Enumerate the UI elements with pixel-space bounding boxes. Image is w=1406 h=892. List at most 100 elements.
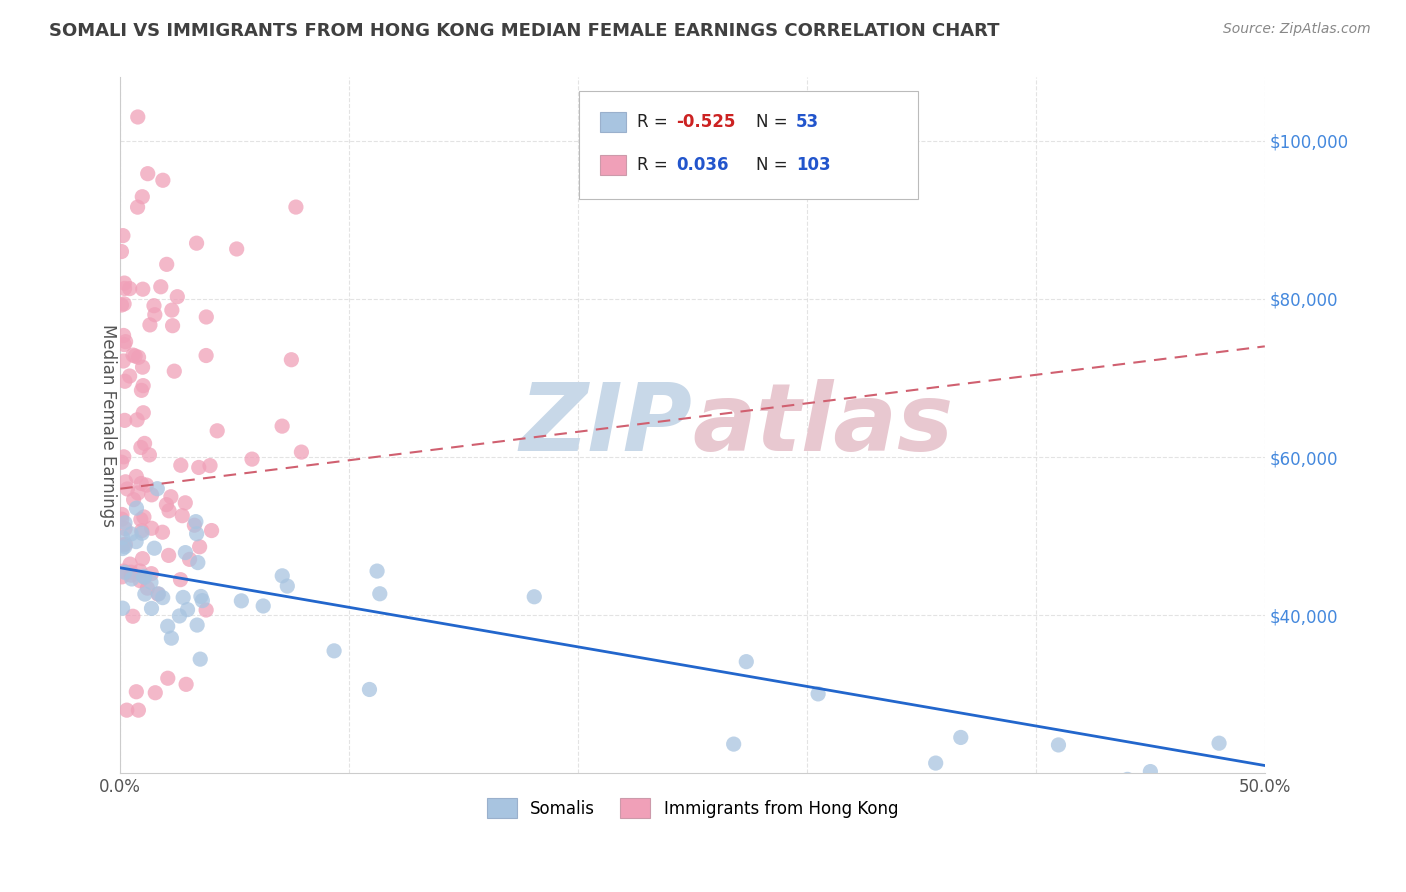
Point [120, 557, 142, 571]
Point [157, 504, 180, 518]
Point [176, 602, 198, 616]
Point [120, 565, 142, 579]
Point [200, 524, 222, 538]
Point [112, 354, 135, 368]
Point [231, 594, 253, 608]
Point [155, 498, 177, 512]
Point [131, 551, 153, 566]
Point [131, 526, 153, 541]
Legend: Somalis, Immigrants from Hong Kong: Somalis, Immigrants from Hong Kong [481, 792, 905, 824]
Point [143, 308, 166, 322]
Point [160, 490, 183, 504]
Point [111, 570, 134, 584]
Point [110, 455, 132, 469]
Point [114, 413, 136, 427]
Point [276, 579, 298, 593]
Point [143, 541, 166, 556]
Point [132, 378, 155, 392]
Point [111, 512, 134, 526]
Point [191, 593, 214, 607]
Text: SOMALI VS IMMIGRANTS FROM HONG KONG MEDIAN FEMALE EARNINGS CORRELATION CHART: SOMALI VS IMMIGRANTS FROM HONG KONG MEDI… [49, 22, 1000, 40]
Point [110, 244, 132, 259]
Point [114, 475, 136, 489]
Point [141, 521, 163, 535]
Point [141, 601, 163, 615]
Text: 103: 103 [796, 156, 831, 174]
Point [1047, 738, 1070, 752]
Point [723, 737, 745, 751]
Point [146, 587, 169, 601]
Point [120, 568, 142, 582]
Point [807, 687, 830, 701]
Point [114, 281, 136, 295]
Point [166, 290, 188, 304]
Point [121, 572, 143, 586]
Text: -0.525: -0.525 [676, 113, 735, 131]
Point [111, 541, 134, 556]
Point [179, 552, 201, 566]
Point [117, 482, 139, 496]
Point [112, 564, 135, 578]
Text: ZIP: ZIP [520, 379, 693, 472]
Point [122, 492, 145, 507]
Point [112, 328, 135, 343]
Point [169, 609, 191, 624]
Point [139, 575, 162, 590]
Point [134, 587, 156, 601]
Point [114, 522, 136, 536]
Point [156, 257, 179, 271]
Point [172, 591, 194, 605]
Point [183, 518, 205, 533]
Point [138, 448, 160, 462]
Point [290, 445, 312, 459]
Point [162, 318, 184, 333]
Point [114, 516, 136, 530]
Point [111, 601, 134, 615]
Point [127, 413, 149, 427]
Point [148, 587, 170, 601]
Point [187, 556, 209, 570]
Point [125, 684, 148, 698]
Point [122, 609, 145, 624]
Point [127, 703, 149, 717]
Point [131, 524, 153, 538]
Text: Source: ZipAtlas.com: Source: ZipAtlas.com [1223, 22, 1371, 37]
Point [152, 525, 174, 540]
Point [132, 510, 155, 524]
Point [127, 200, 149, 214]
Point [112, 276, 135, 290]
Point [124, 349, 146, 363]
Point [186, 618, 208, 632]
Point [359, 682, 381, 697]
Point [169, 573, 191, 587]
Text: R =: R = [637, 113, 673, 131]
Point [284, 200, 307, 214]
Text: atlas: atlas [693, 379, 953, 472]
Point [252, 599, 274, 613]
Point [135, 478, 157, 492]
Point [152, 591, 174, 605]
Point [174, 496, 197, 510]
Point [156, 671, 179, 685]
Point [132, 282, 155, 296]
Point [157, 549, 180, 563]
Point [125, 534, 148, 549]
Point [129, 441, 152, 455]
Point [186, 236, 208, 251]
Point [141, 566, 163, 581]
Point [136, 581, 159, 595]
Point [114, 537, 136, 551]
Point [132, 569, 155, 583]
Point [110, 298, 132, 312]
Point [188, 540, 211, 554]
Point [122, 348, 145, 362]
Point [112, 297, 135, 311]
Point [1070, 774, 1092, 789]
Point [125, 469, 148, 483]
Text: N =: N = [756, 113, 793, 131]
Point [139, 318, 162, 332]
Point [114, 540, 136, 554]
Point [174, 677, 197, 691]
Point [195, 349, 218, 363]
Point [195, 310, 218, 324]
